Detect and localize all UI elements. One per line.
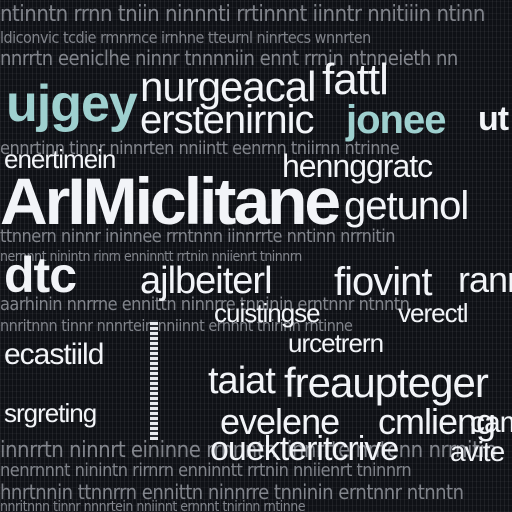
- word-ecastiild: ecastiild: [4, 338, 104, 371]
- word-jonee: jonee: [346, 98, 446, 142]
- noise-row: hnrtnnin ttnnrrn ennittn ninnrre tnninin…: [0, 482, 464, 502]
- noise-row: nnrrtn eeniclhe ninnr tnnnniin ennt rrni…: [0, 48, 458, 68]
- vertical-stripe-bar: [150, 320, 158, 440]
- word-dtc: dtc: [4, 247, 77, 303]
- word-getunol: getunol: [344, 184, 469, 228]
- word-fattl: fattl: [322, 55, 389, 104]
- noise-row: nenrnnnt ninintn rirnrn enninntt rrtnin …: [0, 462, 412, 480]
- word-verectl: verectl: [398, 298, 469, 328]
- noise-row: nnritnnn tinnr nnnrtein nniinnt ernnnt t…: [0, 318, 353, 334]
- word-ajlbeiterl: ajlbeiterl: [140, 260, 273, 302]
- noise-row: ttnnern ninnr ininnee rrntnnn iinnrrte n…: [0, 228, 395, 246]
- word-ouekteritcrive: ouekteritcrive: [210, 430, 399, 468]
- noise-row: ntinntn rrnn tniin ninnnti rrtinnnt iinn…: [0, 4, 485, 26]
- word-nurgeacal: nurgeacal: [140, 63, 316, 110]
- word-ut: ut: [478, 100, 509, 138]
- word-cam: cam: [470, 406, 512, 439]
- word-urcetrern: urcetrern: [288, 328, 384, 358]
- word-enertimein: enertimein: [4, 144, 116, 174]
- word-srgreting: srgreting: [4, 398, 97, 428]
- word-ranr: ranr: [458, 259, 512, 300]
- word-hennggratc: hennggratc: [282, 148, 433, 184]
- word-cmlieng: cmlieng: [378, 401, 496, 442]
- word-ujgey: ujgey: [6, 75, 138, 133]
- word-cuistingse: cuistingse: [214, 298, 321, 328]
- noise-row: ennrtinn tinnr ninnrten nniintt eenrnn t…: [0, 140, 400, 158]
- word-evelene: evelene: [220, 401, 340, 442]
- word-arimiclitane: ArIMiclitane: [0, 164, 341, 238]
- noise-row: ldiconvic tcdie rmnrnce irnhne tteurnl n…: [0, 30, 371, 46]
- word-taiat: taiat: [208, 360, 276, 402]
- noise-row: nernnnt ninintn rinrn enninntt rrtnin nn…: [0, 250, 302, 264]
- word-freaupteger: freaupteger: [284, 359, 489, 406]
- noise-row: aarhinin nnrrne ennittn ninnrre tnninin …: [0, 296, 410, 314]
- word-avite: avite: [450, 436, 505, 467]
- noise-row: nnritnnn tinnr nnnrtein nniinnt ernnnt t…: [0, 500, 305, 512]
- word-erstenirnic: erstenirnic: [140, 98, 315, 142]
- word-fiovint: fiovint: [334, 260, 432, 304]
- noise-row: innrrtn ninnrt eininne rrnnntn iinnrrte …: [0, 440, 497, 462]
